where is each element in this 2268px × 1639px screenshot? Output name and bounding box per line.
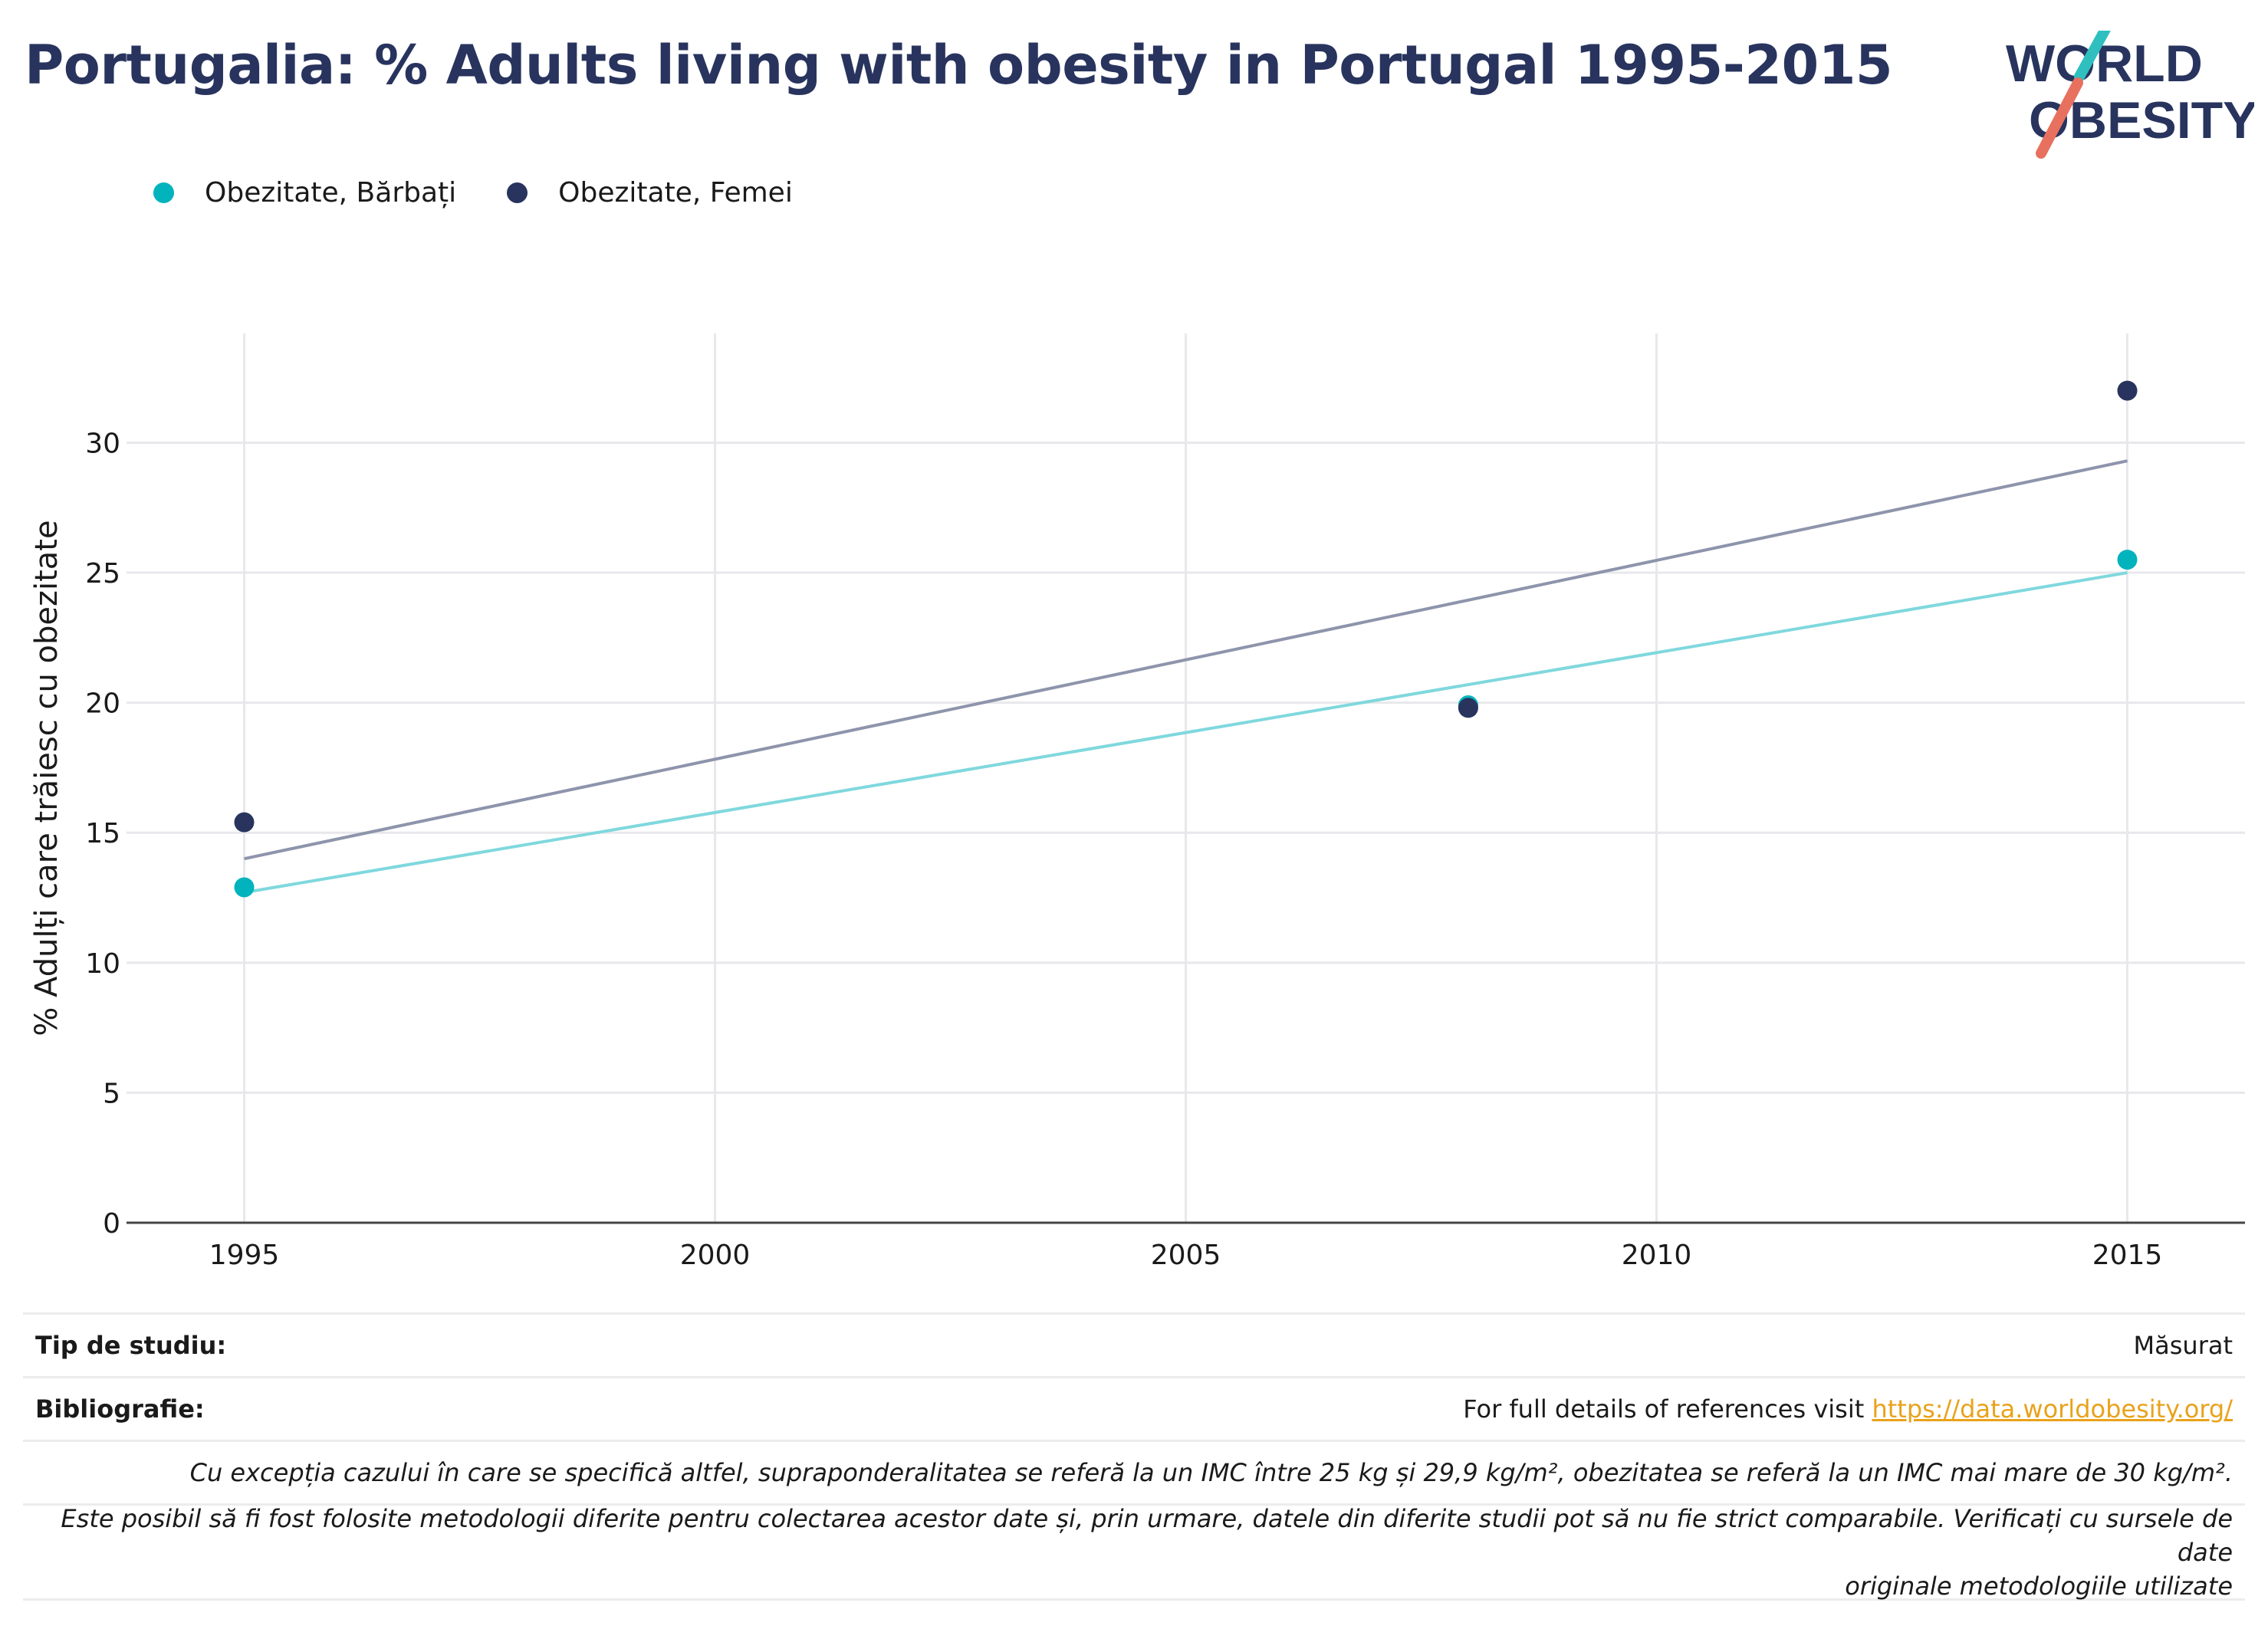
bibliography-text: For full details of references visit <box>1463 1394 1872 1424</box>
data-point-women <box>1458 698 1478 718</box>
trend-line-men <box>244 571 2128 895</box>
y-tick-label: 0 <box>103 1208 120 1240</box>
data-point-men <box>2117 550 2138 570</box>
logo-slash-teal <box>2074 31 2111 82</box>
legend-item-men[interactable]: Obezitate, Bărbați <box>153 177 456 209</box>
data-point-men <box>234 877 255 898</box>
world-obesity-logo: WORLD OBESITY <box>2006 31 2254 159</box>
bibliography-value: For full details of references visit htt… <box>1463 1394 2233 1424</box>
y-tick-label: 30 <box>85 428 120 459</box>
trend-line-women <box>244 459 2128 861</box>
y-tick-label: 10 <box>85 948 120 980</box>
x-tick-label: 1995 <box>209 1240 280 1271</box>
methodology-note: Este posibil să fi fost folosite metodol… <box>35 1502 2233 1603</box>
legend: Obezitate, Bărbați Obezitate, Femei <box>153 173 843 212</box>
legend-item-women[interactable]: Obezitate, Femei <box>507 177 793 209</box>
data-point-women <box>2117 380 2138 401</box>
bmi-note: Cu excepția cazului în care se specifică… <box>189 1458 2233 1487</box>
y-tick-label: 20 <box>85 688 120 720</box>
legend-marker-men <box>153 182 174 203</box>
logo-text-world: WORLD <box>2006 34 2203 93</box>
tick-labels: 0 5 10 15 20 25 30 1995 2000 2005 2010 2015 <box>85 428 2162 1271</box>
x-tick-label: 2010 <box>1622 1240 1692 1271</box>
y-tick-label: 15 <box>85 818 120 849</box>
x-tick-label: 2005 <box>1151 1240 1221 1271</box>
legend-label-women: Obezitate, Femei <box>558 176 793 209</box>
chart-title: Portugalia: % Adults living with obesity… <box>25 34 1893 97</box>
study-type-value: Măsurat <box>2133 1331 2233 1360</box>
legend-marker-women <box>507 182 528 203</box>
methodology-note-line2: originale metodologiile utilizate <box>1845 1571 2233 1601</box>
legend-label-men: Obezitate, Bărbați <box>205 176 457 209</box>
chart-plot: 0 5 10 15 20 25 30 1995 2000 2005 2010 2015 % Adulț… <box>29 333 2245 1271</box>
data-points <box>234 380 2138 898</box>
methodology-note-row: Este posibil să fi fost folosite metodol… <box>23 1504 2245 1601</box>
logo-slash-coral <box>2036 77 2083 159</box>
notes-table: Tip de studiu: Măsurat Bibliografie: For… <box>23 1312 2245 1601</box>
bibliography-link[interactable]: https://data.worldobesity.org/ <box>1872 1394 2233 1424</box>
x-tick-label: 2000 <box>680 1240 751 1271</box>
study-type-label: Tip de studiu: <box>35 1331 227 1360</box>
y-tick-label: 5 <box>103 1078 120 1109</box>
grid-lines <box>127 333 2245 1223</box>
methodology-note-line1: Este posibil să fi fost folosite metodol… <box>61 1503 2233 1567</box>
y-axis-label: % Adulți care trăiesc cu obezitate <box>29 520 64 1036</box>
bibliography-label: Bibliografie: <box>35 1394 205 1424</box>
study-type-row: Tip de studiu: Măsurat <box>23 1315 2245 1378</box>
bibliography-row: Bibliografie: For full details of refere… <box>23 1378 2245 1442</box>
y-tick-label: 25 <box>85 558 120 590</box>
data-point-women <box>234 812 255 833</box>
bmi-note-row: Cu excepția cazului în care se specifică… <box>23 1442 2245 1506</box>
trend-lines <box>244 459 2128 895</box>
x-tick-label: 2015 <box>2092 1240 2163 1271</box>
